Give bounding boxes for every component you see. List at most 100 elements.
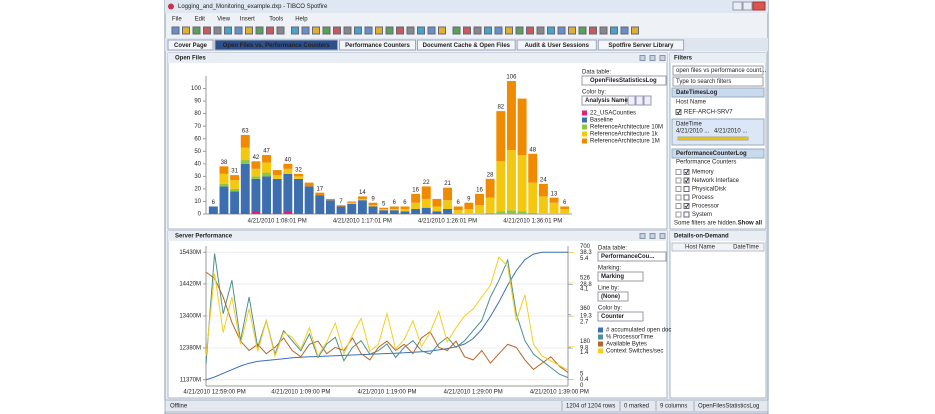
dropdown-value[interactable]: Analysis Name <box>585 98 628 104</box>
dropdown-value[interactable]: (None) <box>601 294 620 300</box>
legend-label[interactable]: Context Switches/sec <box>606 349 663 355</box>
filter-item[interactable]: PhysicalDisk <box>692 187 727 193</box>
dropdown[interactable] <box>597 311 644 322</box>
checkbox[interactable] <box>683 186 690 192</box>
toolbar-button[interactable] <box>343 26 352 35</box>
toolbar-button[interactable] <box>312 26 320 35</box>
expand-button[interactable] <box>675 169 682 175</box>
legend-label[interactable]: # accumulated open doc <box>606 328 671 334</box>
checkbox[interactable] <box>683 203 690 209</box>
checkbox[interactable] <box>683 177 690 184</box>
toolbar-button[interactable] <box>463 26 471 35</box>
tab-label[interactable]: Cover Page <box>174 43 208 49</box>
toolbar-button[interactable] <box>427 26 436 35</box>
toolbar-button[interactable] <box>224 26 232 35</box>
checkbox[interactable] <box>683 194 690 201</box>
toolbar-button[interactable] <box>385 26 394 35</box>
toolbar-button[interactable] <box>276 26 285 35</box>
toolbar-button[interactable] <box>375 26 383 35</box>
filter-item[interactable]: Memory <box>692 170 714 176</box>
menu-item[interactable]: File <box>172 17 182 23</box>
panel-button[interactable] <box>659 55 666 61</box>
toolbar-button[interactable] <box>452 26 461 35</box>
toolbar-button[interactable] <box>494 26 503 35</box>
toolbar-button[interactable] <box>505 26 513 35</box>
toolbar-button[interactable] <box>578 26 587 35</box>
tab[interactable] <box>214 39 338 51</box>
toolbar-button[interactable] <box>484 26 492 35</box>
dropdown-value[interactable]: open files vs performance count... <box>676 68 766 74</box>
toolbar-button[interactable] <box>568 26 576 35</box>
toolbar-button[interactable] <box>599 26 608 35</box>
dropdown-value[interactable]: Counter <box>601 314 625 320</box>
legend-label[interactable]: ReferenceArchitecture 10M <box>590 125 663 131</box>
tab[interactable] <box>167 39 214 51</box>
legend-label[interactable]: 22_USACounties <box>590 111 636 117</box>
toolbar-button[interactable] <box>213 26 222 35</box>
column-header[interactable]: Host Name <box>685 245 716 251</box>
dropdown-value[interactable]: PerformanceCou... <box>601 254 655 260</box>
toolbar-button[interactable] <box>354 26 362 35</box>
dropdown[interactable] <box>597 271 644 282</box>
minimize-button[interactable] <box>732 1 743 11</box>
toolbar-button[interactable] <box>473 26 482 35</box>
toolbar-button[interactable] <box>438 26 446 35</box>
dropdown-value[interactable]: OpenFilesStatisticsLog <box>590 78 657 84</box>
toolbar-button[interactable] <box>589 26 597 35</box>
filter-item[interactable]: System <box>692 212 712 218</box>
menu-item[interactable]: Help <box>295 17 308 23</box>
menu-item[interactable]: View <box>217 17 231 23</box>
filter-group[interactable]: DateTimesLog <box>676 90 718 96</box>
dropdown[interactable] <box>597 291 629 302</box>
expand-button[interactable] <box>675 186 682 192</box>
small-button[interactable] <box>627 95 636 106</box>
toolbar-button[interactable] <box>203 26 211 35</box>
toolbar-button[interactable] <box>620 26 629 35</box>
expand-button[interactable] <box>675 211 682 218</box>
toolbar-button[interactable] <box>234 26 243 35</box>
menu-item[interactable]: Insert <box>240 17 255 23</box>
toolbar-button[interactable] <box>333 26 341 35</box>
maximize-button[interactable] <box>742 1 753 11</box>
tab-label[interactable]: Audit & User Sessions <box>525 43 590 49</box>
small-button[interactable] <box>635 95 644 106</box>
expand-button[interactable] <box>675 177 682 184</box>
range-slider[interactable] <box>677 136 749 141</box>
expand-button[interactable] <box>675 194 682 201</box>
small-button[interactable] <box>643 95 652 106</box>
tab-label[interactable]: Document Cache & Open Files <box>423 43 511 49</box>
tab[interactable] <box>516 39 597 51</box>
column-header[interactable]: DateTime <box>733 245 759 251</box>
legend-label[interactable]: ReferenceArchitecture 1k <box>590 132 659 138</box>
toolbar-button[interactable] <box>255 26 264 35</box>
toolbar-button[interactable] <box>266 26 274 35</box>
dropdown[interactable] <box>581 75 667 86</box>
toolbar-button[interactable] <box>406 26 415 35</box>
filter-group[interactable]: PerformanceCounterLog <box>676 151 747 157</box>
dropdown[interactable] <box>581 95 627 106</box>
tab-label[interactable]: Performance Counters <box>345 43 410 49</box>
filter-item[interactable]: Process <box>692 195 714 201</box>
toolbar-button[interactable] <box>557 26 566 35</box>
toolbar-button[interactable] <box>396 26 404 35</box>
toolbar-button[interactable] <box>192 26 201 35</box>
tab[interactable] <box>597 39 685 51</box>
toolbar-button[interactable] <box>171 26 180 35</box>
toolbar-button[interactable] <box>417 26 425 35</box>
toolbar-button[interactable] <box>364 26 373 35</box>
search-placeholder[interactable]: Type to search filters <box>676 79 731 85</box>
menu-item[interactable]: Edit <box>195 17 206 23</box>
tab-label[interactable]: Open Files vs. Performance Counters <box>223 43 331 49</box>
toolbar-button[interactable] <box>291 26 299 35</box>
panel-button[interactable] <box>639 55 646 61</box>
show-all-link[interactable]: Show all <box>738 221 763 227</box>
legend-label[interactable]: ReferenceArchitecture 1M <box>590 139 660 145</box>
menu-item[interactable]: Tools <box>269 17 283 23</box>
close-button[interactable] <box>752 1 766 11</box>
checkbox[interactable] <box>675 109 682 115</box>
toolbar-button[interactable] <box>547 26 555 35</box>
checkbox[interactable] <box>683 211 690 218</box>
panel-button[interactable] <box>639 233 646 239</box>
search-box[interactable] <box>672 76 764 87</box>
legend-label[interactable]: Baseline <box>590 118 614 124</box>
